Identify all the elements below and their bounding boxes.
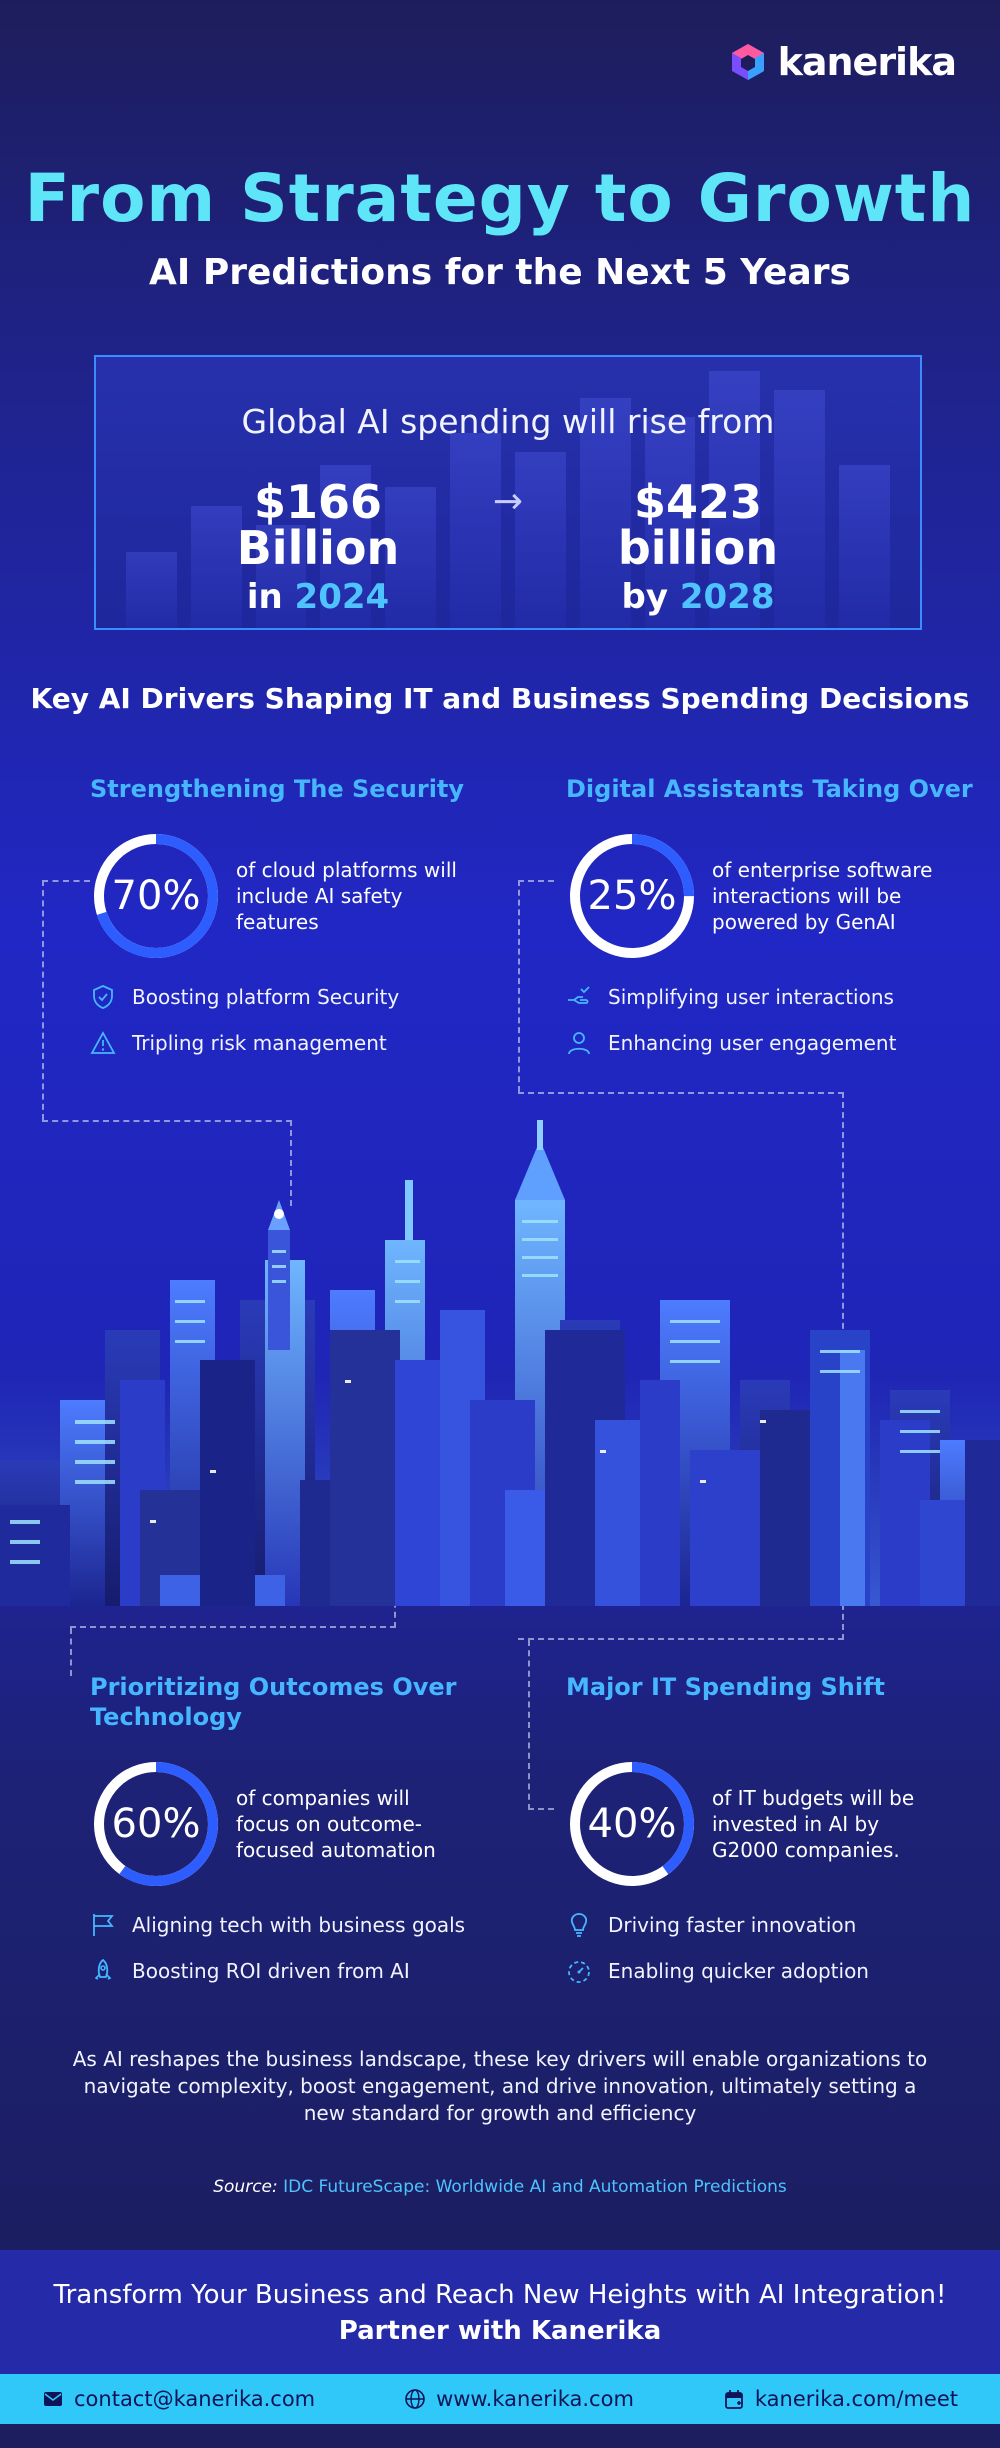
lightbulb-icon xyxy=(570,1913,588,1937)
spending-from: $166 Billion in 2024 xyxy=(168,479,468,617)
connector-line xyxy=(70,1628,72,1676)
arrow-right-icon: → xyxy=(492,481,524,522)
percent-value: 25% xyxy=(587,873,677,919)
city-skyline-illustration xyxy=(0,1120,1000,1606)
cta-headline: Transform Your Business and Reach New He… xyxy=(53,2280,947,2310)
bullet-text: Simplifying user interactions xyxy=(608,985,894,1009)
spending-lead: Global AI spending will rise from xyxy=(241,402,775,441)
bullet-text: Driving faster innovation xyxy=(608,1913,857,1937)
percent-value: 60% xyxy=(111,1801,201,1847)
source-label: Source: xyxy=(213,2177,278,2197)
calendar-icon xyxy=(724,2390,743,2409)
cta-partner: Partner with Kanerika xyxy=(338,2316,662,2346)
driver-card-it-spending: Major IT Spending Shift 40% of IT budget… xyxy=(566,1672,986,2004)
footer-website[interactable]: www.kanerika.com xyxy=(404,2387,634,2411)
percent-ring: 25% xyxy=(566,830,698,962)
bullet-text: Enabling quicker adoption xyxy=(608,1959,869,1983)
list-item: Enhancing user engagement xyxy=(566,1030,986,1056)
closing-paragraph: As AI reshapes the business landscape, t… xyxy=(72,2047,928,2125)
list-item: Tripling risk management xyxy=(90,1030,500,1056)
percent-value: 70% xyxy=(111,873,201,919)
globe-icon xyxy=(405,2389,425,2409)
driver-title: Digital Assistants Taking Over xyxy=(566,775,973,803)
footer-meet[interactable]: kanerika.com/meet xyxy=(723,2387,958,2411)
spending-to-year: 2028 xyxy=(679,577,775,617)
spending-to: $423 billion by 2028 xyxy=(548,479,848,617)
bullet-text: Aligning tech with business goals xyxy=(132,1913,466,1937)
drivers-heading: Key AI Drivers Shaping IT and Business S… xyxy=(30,682,970,715)
list-item: Boosting platform Security xyxy=(90,984,500,1010)
source-line: Source: IDC FutureScape: Worldwide AI an… xyxy=(0,2177,1000,2197)
driver-card-security: Strengthening The Security 70% of cloud … xyxy=(90,774,500,1076)
bottom-strip xyxy=(0,2424,1000,2448)
driver-title: Major IT Spending Shift xyxy=(566,1673,886,1701)
spending-from-prefix: in xyxy=(246,577,283,617)
spending-from-value: $166 Billion xyxy=(236,475,400,575)
footer-email[interactable]: contact@kanerika.com xyxy=(42,2387,315,2411)
brand-logo: kanerika xyxy=(728,40,957,84)
background-bars xyxy=(96,357,920,628)
stat-description: of enterprise software interactions will… xyxy=(712,858,933,934)
user-icon xyxy=(568,1032,590,1055)
mail-icon xyxy=(44,2392,62,2406)
source-link[interactable]: IDC FutureScape: Worldwide AI and Automa… xyxy=(283,2177,787,2197)
bullet-text: Enhancing user engagement xyxy=(608,1031,897,1055)
cta-band xyxy=(0,2250,1000,2374)
list-item: Aligning tech with business goals xyxy=(90,1912,510,1938)
stat-description: of IT budgets will be invested in AI by … xyxy=(712,1786,915,1862)
driver-title: Strengthening The Security xyxy=(90,775,465,803)
list-item: Simplifying user interactions xyxy=(566,984,986,1010)
bullet-text: Boosting platform Security xyxy=(132,985,400,1009)
logo-wordmark: kanerika xyxy=(777,40,957,84)
driver-card-assistants: Digital Assistants Taking Over 25% of en… xyxy=(566,774,986,1076)
connector-line xyxy=(42,880,90,1120)
bullet-text: Boosting ROI driven from AI xyxy=(132,1959,410,1983)
percent-value: 40% xyxy=(587,1801,677,1847)
connector-line xyxy=(518,880,554,1092)
driver-card-outcomes: Prioritizing Outcomes Over Technology 60… xyxy=(90,1672,510,2004)
footer-meet-text: kanerika.com/meet xyxy=(754,2387,958,2411)
footer-website-text: www.kanerika.com xyxy=(436,2387,634,2411)
page-title: From Strategy to Growth xyxy=(24,160,976,237)
flag-icon xyxy=(93,1914,114,1936)
rocket-icon xyxy=(94,1958,112,1980)
list-item: Boosting ROI driven from AI xyxy=(90,1958,510,1984)
footer-contact-bar: contact@kanerika.com www.kanerika.com ka… xyxy=(0,2374,1000,2424)
logo-cube-icon xyxy=(731,44,764,80)
driver-title: Prioritizing Outcomes Over Technology xyxy=(90,1673,457,1731)
spending-from-year: 2024 xyxy=(294,577,390,617)
timer-icon xyxy=(568,1961,590,1983)
spending-to-value: $423 billion xyxy=(617,475,779,575)
warning-icon xyxy=(90,1031,116,1054)
list-item: Driving faster innovation xyxy=(566,1912,986,1938)
spending-box: Global AI spending will rise from $166 B… xyxy=(94,355,922,630)
footer-email-text: contact@kanerika.com xyxy=(74,2387,316,2411)
page-subtitle: AI Predictions for the Next 5 Years xyxy=(149,252,851,293)
list-item: Enabling quicker adoption xyxy=(566,1958,986,1984)
percent-ring: 70% xyxy=(90,830,222,962)
spending-to-prefix: by xyxy=(621,577,669,617)
connector-line xyxy=(528,1640,554,1810)
shield-icon xyxy=(93,985,113,1009)
stat-description: of cloud platforms will include AI safet… xyxy=(236,858,457,934)
stat-description: of companies will focus on outcome-focus… xyxy=(236,1786,436,1862)
connector-line xyxy=(42,1120,292,1206)
percent-ring: 40% xyxy=(566,1758,698,1890)
percent-ring: 60% xyxy=(90,1758,222,1890)
bullet-text: Tripling risk management xyxy=(132,1031,387,1055)
hand-icon xyxy=(568,986,590,1004)
